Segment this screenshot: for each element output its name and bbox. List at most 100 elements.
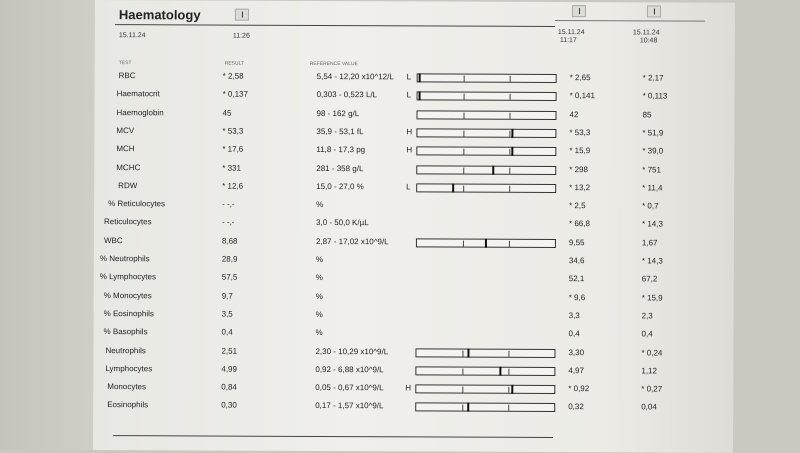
row-prev2: * 0,24 bbox=[641, 348, 663, 358]
row-label: % Basophils bbox=[103, 327, 148, 337]
row-reference: 0,17 - 1,57 x10^9/L bbox=[315, 400, 384, 411]
range-bar-marker bbox=[499, 366, 502, 376]
bottom-rule bbox=[113, 435, 554, 439]
row-reference: 0,05 - 0,67 x10^9/L bbox=[315, 382, 384, 393]
row-result: * 17,6 bbox=[222, 144, 244, 154]
range-bar-tick bbox=[462, 240, 464, 247]
row-reference: 98 - 162 g/L bbox=[316, 108, 360, 119]
range-bar bbox=[416, 91, 557, 102]
range-bar-marker bbox=[418, 73, 421, 83]
scale-icon-prev1 bbox=[571, 5, 586, 18]
range-bar bbox=[415, 238, 556, 249]
range-bar bbox=[415, 348, 556, 359]
row-prev2: 1,67 bbox=[641, 238, 658, 248]
range-bar-marker bbox=[467, 348, 470, 358]
range-bar-tick bbox=[508, 386, 510, 393]
row-prev1: * 0,141 bbox=[569, 91, 595, 101]
row-prev2: * 751 bbox=[642, 165, 661, 175]
row-label: RDW bbox=[118, 181, 138, 191]
range-bar-tick bbox=[463, 185, 465, 192]
range-bar-tick bbox=[509, 167, 511, 174]
row-result: 4,99 bbox=[221, 364, 237, 374]
row-prev1: * 15,9 bbox=[569, 146, 591, 156]
prev2-time: 10:48 bbox=[639, 37, 658, 45]
range-bar-tick bbox=[463, 148, 465, 155]
row-prev1: 3,3 bbox=[568, 311, 580, 321]
title-underline bbox=[114, 24, 555, 28]
range-bar-tick bbox=[463, 167, 465, 174]
row-reference: 0,92 - 6,88 x10^9/L bbox=[315, 364, 384, 375]
row-label: Haemoglobin bbox=[116, 108, 164, 118]
prev1-time: 11:17 bbox=[559, 37, 577, 45]
row-prev1: 34,6 bbox=[568, 256, 585, 266]
row-label: WBC bbox=[103, 236, 123, 246]
row-result: * 12,6 bbox=[222, 181, 244, 191]
scale-icon bbox=[234, 8, 249, 21]
row-prev2: 2,3 bbox=[641, 311, 653, 321]
scale-icon-prev2 bbox=[646, 5, 661, 18]
row-prev1: * 66,8 bbox=[569, 219, 590, 229]
row-prev1: 42 bbox=[569, 110, 579, 120]
row-result: * 53,3 bbox=[222, 126, 244, 136]
row-prev2: * 39,0 bbox=[642, 146, 664, 156]
row-prev2: * 0,27 bbox=[641, 384, 663, 394]
row-prev2: * 0,7 bbox=[642, 201, 659, 211]
row-prev1: 52,1 bbox=[568, 274, 585, 284]
row-prev2: 1,12 bbox=[641, 366, 657, 376]
row-label: Haematocrit bbox=[116, 89, 160, 99]
row-prev1: 9,55 bbox=[568, 238, 585, 248]
row-reference: % bbox=[315, 254, 324, 264]
range-bar bbox=[416, 128, 557, 139]
range-bar-marker bbox=[492, 165, 495, 175]
range-bar-marker bbox=[511, 384, 514, 394]
range-bar-tick bbox=[508, 240, 510, 247]
row-prev1: 0,32 bbox=[568, 402, 584, 412]
row-prev2: 0,4 bbox=[641, 329, 653, 339]
range-bar bbox=[415, 384, 556, 395]
row-prev2: * 2,17 bbox=[642, 73, 664, 83]
row-reference: 0,303 - 0,523 L/L bbox=[316, 89, 378, 100]
range-bar-tick bbox=[463, 112, 465, 119]
row-reference: 11,8 - 17,3 pg bbox=[316, 144, 366, 155]
background-surface bbox=[0, 0, 95, 450]
row-result: 2,51 bbox=[221, 346, 238, 356]
report-title: Haematology bbox=[118, 7, 201, 23]
row-prev1: * 0,92 bbox=[568, 384, 590, 394]
range-bar bbox=[415, 366, 556, 377]
row-label: Eosinophils bbox=[107, 400, 149, 410]
range-bar-marker bbox=[452, 183, 455, 193]
header-reference: REFERENCE VALUE bbox=[309, 60, 359, 68]
row-result: - -,- bbox=[222, 199, 235, 209]
row-prev2: * 15,9 bbox=[641, 293, 663, 303]
range-bar-tick bbox=[509, 93, 511, 100]
range-bar-tick bbox=[509, 148, 511, 155]
row-prev1: * 9,6 bbox=[568, 293, 586, 303]
row-reference: 281 - 358 g/L bbox=[316, 163, 364, 174]
row-prev1: * 53,3 bbox=[569, 128, 591, 138]
row-flag: H bbox=[406, 127, 413, 137]
row-prev2: 67,2 bbox=[641, 274, 658, 284]
row-prev2: * 14,3 bbox=[641, 256, 663, 266]
row-reference: % bbox=[315, 272, 323, 282]
range-bar-tick bbox=[463, 130, 465, 137]
row-prev1: 0,4 bbox=[568, 329, 580, 339]
range-bar bbox=[416, 165, 557, 176]
range-bar bbox=[416, 183, 557, 194]
row-reference: 2,30 - 10,29 x10^9/L bbox=[315, 346, 389, 357]
report-date: 15.11.24 bbox=[118, 32, 146, 40]
range-bar-marker bbox=[467, 402, 470, 412]
range-bar-tick bbox=[462, 386, 464, 393]
row-result: 3,5 bbox=[221, 309, 233, 319]
range-bar bbox=[416, 146, 557, 157]
row-reference: % bbox=[315, 291, 323, 301]
row-reference: 5,54 - 12,20 x10^12/L bbox=[316, 71, 394, 82]
prev-header-rule bbox=[554, 20, 705, 22]
range-bar-marker bbox=[418, 91, 421, 101]
row-result: 0,4 bbox=[221, 327, 233, 337]
row-reference: 3,0 - 50,0 K/µL bbox=[316, 217, 369, 228]
row-label: % Reticulocytes bbox=[108, 199, 166, 209]
row-result: 45 bbox=[222, 108, 232, 118]
range-bar-tick bbox=[508, 350, 510, 357]
range-bar-tick bbox=[509, 130, 511, 137]
row-prev2: * 11,4 bbox=[642, 183, 663, 193]
